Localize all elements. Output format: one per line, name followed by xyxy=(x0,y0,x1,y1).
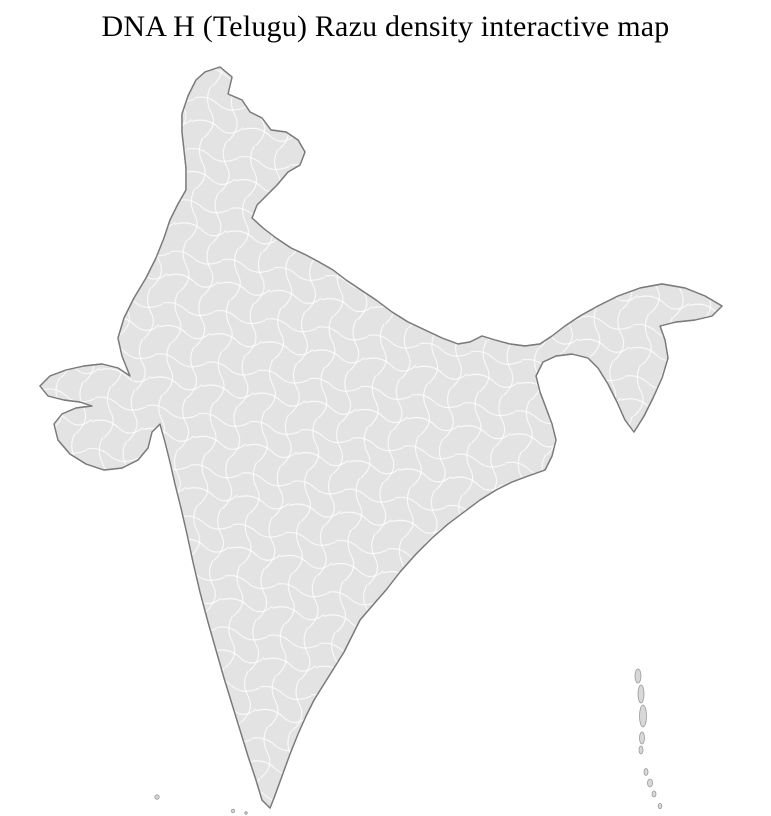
island[interactable] xyxy=(244,811,248,815)
andaman-nicobar-islands[interactable] xyxy=(634,668,663,810)
island[interactable] xyxy=(637,684,645,704)
island[interactable] xyxy=(638,745,644,755)
island[interactable] xyxy=(647,778,653,788)
lakshadweep-islands[interactable] xyxy=(154,794,248,815)
island[interactable] xyxy=(657,803,663,810)
island[interactable] xyxy=(634,668,642,684)
page-title: DNA H (Telugu) Razu density interactive … xyxy=(101,10,670,43)
island[interactable] xyxy=(643,768,649,776)
india-outline xyxy=(39,66,723,809)
island[interactable] xyxy=(639,704,647,728)
island[interactable] xyxy=(230,808,236,814)
district-region[interactable] xyxy=(304,728,329,766)
district-region[interactable] xyxy=(294,756,314,780)
island[interactable] xyxy=(651,790,657,798)
island[interactable] xyxy=(154,794,160,800)
island[interactable] xyxy=(639,731,645,745)
